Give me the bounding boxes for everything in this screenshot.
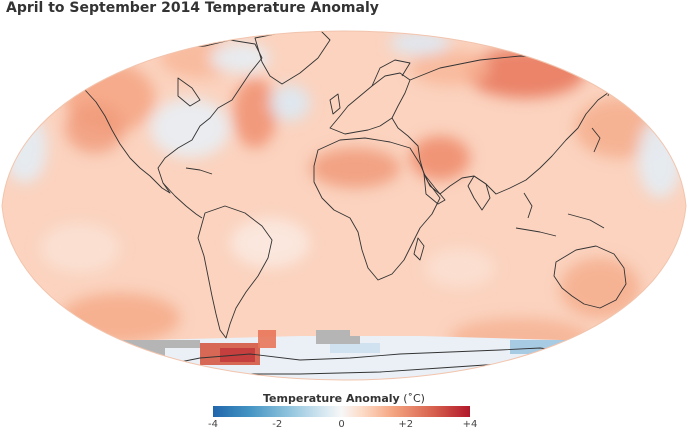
anomaly-field (2, 31, 686, 380)
legend-title: Temperature Anomaly (˚C) (0, 392, 688, 405)
world-map (0, 18, 688, 390)
greenland-outline (254, 31, 331, 85)
color-scale-bar (213, 406, 470, 417)
map-title: April to September 2014 Temperature Anom… (6, 0, 379, 16)
map-svg (1, 30, 687, 381)
tick-label: -2 (272, 419, 283, 430)
south-america-outline (197, 205, 273, 339)
europe-outline (329, 72, 411, 135)
no-data-patch (316, 330, 360, 344)
tick-label: +4 (462, 419, 478, 430)
tick-label: 0 (338, 419, 345, 430)
color-scale-ticks: -4 -2 0 +2 +4 (208, 419, 477, 431)
australia-outline (553, 245, 627, 309)
no-data-patch (172, 31, 194, 44)
tick-label: -4 (208, 419, 218, 430)
legend-unit: (˚C) (403, 392, 425, 405)
globe-outline (1, 30, 687, 381)
tick-label: +2 (398, 419, 414, 430)
africa-outline (313, 137, 441, 281)
legend-label: Temperature Anomaly (263, 392, 400, 405)
